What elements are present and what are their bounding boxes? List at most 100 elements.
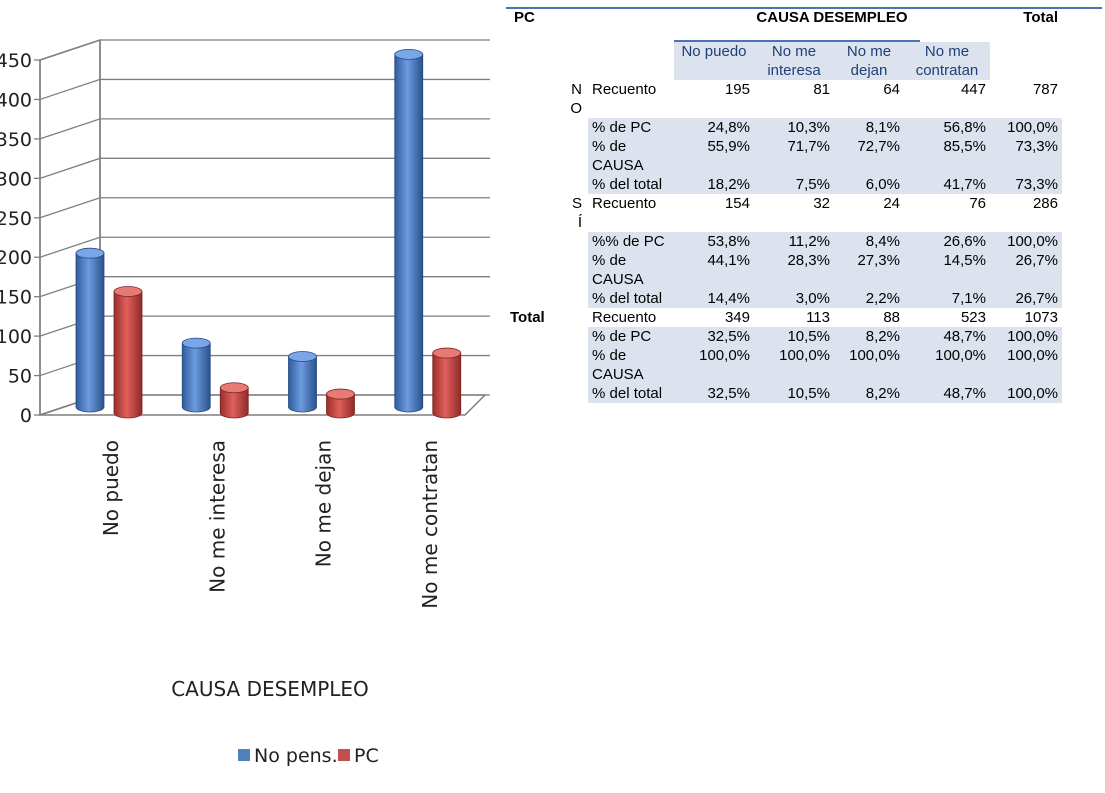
group-label [510,251,588,289]
total-cell: 73,3% [990,137,1062,175]
table-cell: 8,2% [834,327,904,346]
total-cell: 100,0% [990,232,1062,251]
table-cell: 48,7% [904,384,990,403]
total-cell: 787 [1032,81,1058,98]
group-label [510,346,588,384]
total-cell: 100,0% [990,384,1062,403]
bar-body [219,387,249,419]
statistic-label: % de CAUSA [588,137,674,175]
bar-body [181,342,211,413]
total-header: Total [1023,9,1058,26]
empty-cell [990,42,1062,80]
bar-cap [432,347,462,359]
bar-body [113,291,143,419]
x-category-label: No me interesa [205,440,229,593]
bar-body [326,393,355,419]
y-tick-label: 400 [0,89,32,111]
bar-body [288,356,317,413]
y-tick-label: 300 [0,168,32,190]
bar-cap [326,388,355,400]
gridline [39,78,490,101]
table-cell: 55,9% [674,137,754,175]
gridline [39,157,490,179]
table-cell: 154 [724,195,750,212]
table-cell: 71,7% [754,137,834,175]
group-label [510,384,588,403]
table-cell: 2,2% [834,289,904,308]
table-cell: 24,8% [674,118,754,137]
group-label: Total [510,309,545,326]
legend-item: No pens. [238,745,338,767]
table-cell: 27,3% [834,251,904,289]
total-cell: 1073 [1024,309,1058,326]
group-label [510,175,588,194]
column-header: No me interesa [754,42,834,80]
table-cell: 32,5% [674,327,754,346]
group-label [510,232,588,251]
table-top-rule [506,7,1102,9]
bar-cap [288,351,317,362]
y-axis: 0 50 100 150 200 250 300 350 400 450 [0,50,41,427]
table-cell: 10,3% [754,118,834,137]
table-row: % del total 14,4% 3,0% 2,2% 7,1% 26,7% [510,289,1062,308]
bar-body [432,352,462,419]
table-cell: 100,0% [674,346,754,384]
legend-swatch [338,749,350,761]
x-category-label: No me dejan [312,440,336,567]
y-tick-label: 350 [0,129,32,151]
bar-cap [394,48,424,60]
gridline [39,118,490,140]
bar-no-pens-3 [394,48,424,413]
column-header: No puedo [674,42,754,80]
y-tick-label: 100 [0,326,32,348]
statistic-label: % de PC [588,118,674,137]
x-axis: No puedo No me interesa No me dejan No me c… [99,440,442,609]
table-cell: 10,5% [754,327,834,346]
table-cell: 113 [806,309,830,326]
table-row: Total Recuento 349 113 88 523 1073 [510,308,1062,327]
statistic-label: Recuento [592,81,657,98]
group-label [510,289,588,308]
statistic-label: % del total [588,384,674,403]
table-cell: 18,2% [674,175,754,194]
table-row: NO Recuento 195 81 64 447 787 [510,80,1062,118]
total-cell: 286 [1032,195,1058,212]
table-header-row: PC CAUSA DESEMPLEO Total [510,8,1062,42]
table-cell: 7,1% [904,289,990,308]
table-cell: 8,1% [834,118,904,137]
table-cell: 3,0% [754,289,834,308]
table-row: % del total 18,2% 7,5% 6,0% 41,7% 73,3% [510,175,1062,194]
legend-label: No pens. [254,745,338,767]
bars [75,48,462,419]
bar-body [394,53,424,413]
y-tick-label: 450 [0,50,32,72]
table-cell: 349 [724,309,750,326]
column-header-row: No puedo No me interesa No me dejan No me c… [510,42,1062,80]
group-label [510,137,588,175]
y-tick-label: 50 [8,366,32,388]
table-cell: 6,0% [834,175,904,194]
table-row: %% de PC 53,8% 11,2% 8,4% 26,6% 100,0% [510,232,1062,251]
column-variable-header: CAUSA DESEMPLEO [756,9,908,26]
table-row: % de CAUSA 44,1% 28,3% 27,3% 14,5% 26,7% [510,251,1062,289]
table-cell: 8,2% [834,384,904,403]
legend-item: PC [338,745,379,767]
x-axis-title: CAUSA DESEMPLEO [171,677,369,701]
statistic-label: % del total [588,175,674,194]
table-cell: 28,3% [754,251,834,289]
table-cell: 53,8% [674,232,754,251]
bar-no-pens-0 [75,247,105,413]
legend: No pens. PC [238,745,379,767]
table-row: % de CAUSA 55,9% 71,7% 72,7% 85,5% 73,3% [510,137,1062,175]
y-tick-label: 150 [0,287,32,309]
table-cell: 88 [883,309,900,326]
table-row: % de PC 32,5% 10,5% 8,2% 48,7% 100,0% [510,327,1062,346]
group-label [510,118,588,137]
table-cell: 32 [813,195,830,212]
statistic-label: % del total [588,289,674,308]
group-label: SÍ [571,195,582,231]
group-label: NO [570,81,582,117]
table-cell: 32,5% [674,384,754,403]
table-cell: 100,0% [754,346,834,384]
table-cell: 64 [883,81,900,98]
